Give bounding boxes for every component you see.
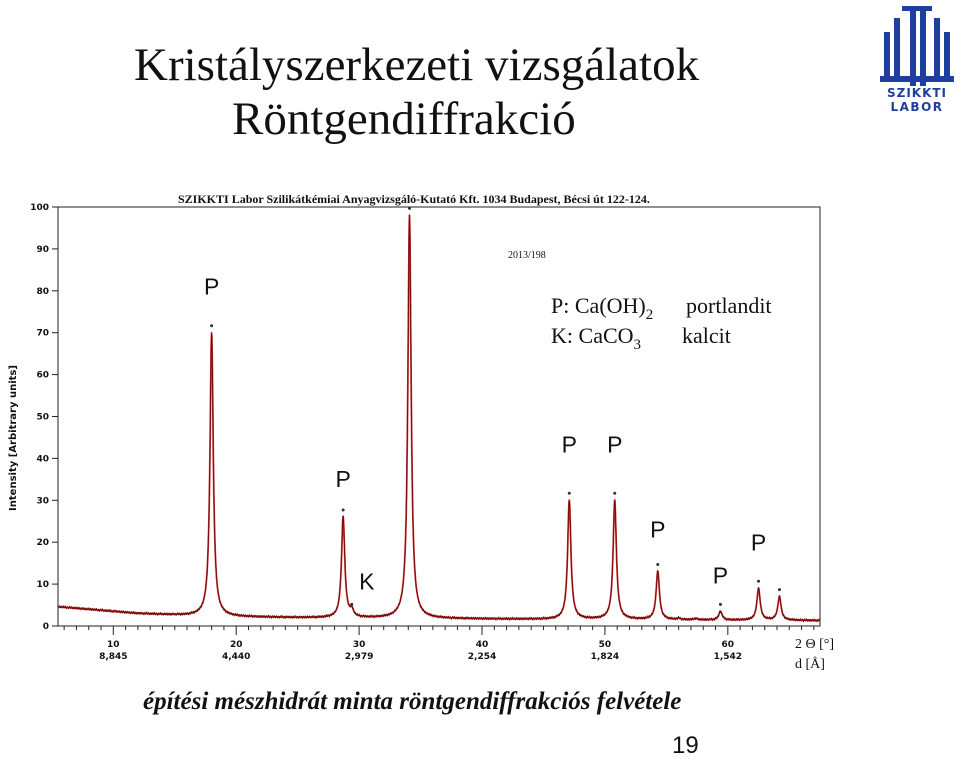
- y-tick-label: 40: [36, 454, 49, 464]
- sample-id: 2013/198: [508, 250, 546, 261]
- y-tick-label: 50: [36, 413, 49, 423]
- slide-title-line2: Röntgendiffrakció: [232, 93, 576, 145]
- peak-label: P: [751, 529, 766, 555]
- peak-marker: [210, 324, 214, 328]
- page-number: 19: [672, 732, 699, 759]
- peak-marker: [718, 602, 722, 606]
- peak-marker: [341, 508, 345, 512]
- measured-pattern: [57, 214, 821, 623]
- lab-header: SZIKKTI Labor Szilikátkémiai Anyagvizsgá…: [178, 192, 650, 206]
- legend-k-formula: CaCO: [579, 323, 634, 348]
- peak-marker: [408, 206, 412, 210]
- y-tick-label: 80: [36, 287, 49, 297]
- legend-p-sub: 2: [646, 307, 654, 323]
- peak-marker: [656, 563, 660, 567]
- peak-label: K: [359, 568, 375, 594]
- peak-marker: [757, 579, 761, 583]
- y-tick-label: 20: [36, 538, 49, 548]
- legend-p-symbol: P: [551, 293, 563, 318]
- y-tick-label: 90: [36, 245, 49, 255]
- x-tick-label: 30: [353, 640, 366, 650]
- peak-marker: [613, 491, 617, 495]
- peak-label: P: [335, 466, 350, 492]
- peak-marker: [567, 491, 571, 495]
- y-tick-label: 60: [36, 371, 49, 381]
- legend-k-symbol: K: [551, 323, 567, 348]
- d-spacing-label: 2,254: [468, 652, 496, 662]
- y-tick-label: 10: [36, 580, 49, 590]
- d-spacing-label: 8,845: [99, 652, 127, 662]
- logo-text-line2: LABOR: [890, 100, 943, 114]
- legend-k-sub: 3: [634, 337, 642, 353]
- peak-label: P: [713, 562, 728, 588]
- peak-marker: [777, 588, 781, 592]
- peak-label: P: [204, 274, 219, 300]
- x-tick-label: 40: [476, 640, 489, 650]
- slide-title-line1: Kristályszerkezeti vizsgálatok: [134, 39, 700, 91]
- szikkti-labor-logo: SZIKKTI LABOR: [880, 6, 954, 114]
- diffraction-pattern: [57, 214, 821, 623]
- x-tick-label: 20: [230, 640, 243, 650]
- x-axis-label: 2 Θ [°]: [795, 637, 835, 652]
- y-tick-label: 30: [36, 496, 49, 506]
- plot-frame: [57, 206, 821, 627]
- peak-label: P: [650, 517, 665, 543]
- y-tick-label: 0: [43, 622, 49, 632]
- legend-entry-kalcit: K: CaCO3 kalcit: [551, 323, 731, 353]
- y-axis-label: Intensity [Arbitrary units]: [8, 365, 19, 511]
- legend-entry-portlandit: P: Ca(OH)2 portlandit: [551, 293, 772, 323]
- d-spacing-label: 4,440: [222, 652, 250, 662]
- peak-label: P: [607, 431, 622, 457]
- legend: P: Ca(OH)2 portlandit K: CaCO3 kalcit: [551, 293, 772, 353]
- d-axis-label: d [Å]: [795, 657, 825, 672]
- slide-caption: építési mészhidrát minta röntgendiffrakc…: [143, 688, 682, 715]
- peak-marker: [350, 602, 354, 606]
- logo-text-line1: SZIKKTI: [887, 86, 947, 100]
- y-tick-label: 100: [30, 203, 49, 213]
- fitted-profile: [57, 214, 821, 622]
- d-spacing-label: 1,824: [591, 652, 619, 662]
- y-axis: 0 10 20 30 40 50 60 70 80 90 100: [30, 203, 58, 632]
- x-axis: 10 8,845 20 4,440 30 2,979 40 2,254 50 1,824 60 1,5…: [63, 626, 815, 662]
- plot-border: [57, 206, 821, 627]
- legend-k-name: kalcit: [682, 323, 731, 348]
- peak-label: P: [562, 431, 577, 457]
- xrd-chart: SZIKKTI Labor Szilikátkémiai Anyagvizsgá…: [8, 192, 821, 662]
- y-tick-label: 70: [36, 329, 49, 339]
- d-spacing-label: 1,542: [714, 652, 742, 662]
- x-tick-label: 10: [107, 640, 120, 650]
- d-spacing-label: 2,979: [345, 652, 373, 662]
- x-tick-label: 60: [722, 640, 735, 650]
- peak-markers: [210, 206, 781, 606]
- legend-p-formula: Ca(OH): [575, 293, 646, 318]
- legend-p-name: portlandit: [686, 293, 772, 318]
- x-tick-label: 50: [599, 640, 612, 650]
- logo-mark: [880, 6, 954, 86]
